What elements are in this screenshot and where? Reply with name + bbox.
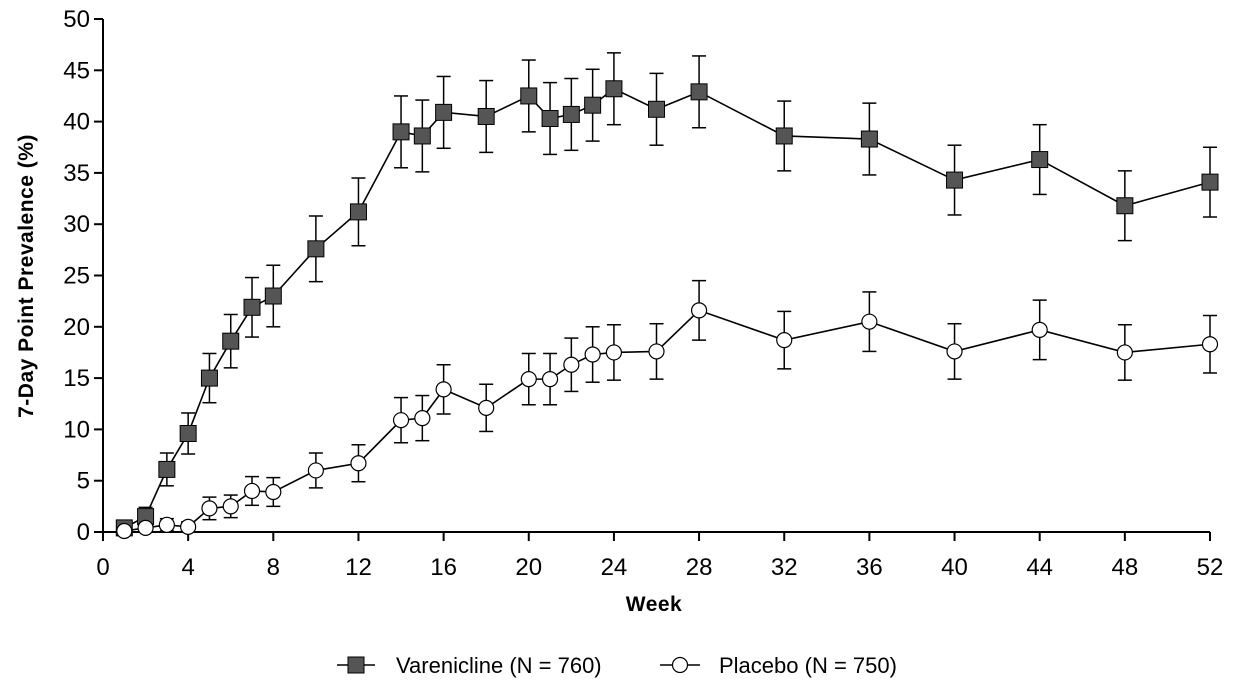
data-point-placebo	[584, 346, 601, 363]
data-point-placebo	[690, 302, 708, 319]
data-point-placebo	[520, 371, 537, 388]
data-point-varenicline	[200, 369, 218, 387]
data-point-varenicline	[158, 460, 176, 478]
y-tick-label: 35	[63, 160, 90, 187]
data-point-placebo	[243, 482, 261, 500]
data-point-varenicline	[520, 87, 538, 105]
data-point-placebo	[563, 356, 580, 373]
data-point-placebo	[946, 343, 963, 360]
data-point-placebo	[1031, 321, 1048, 338]
data-point-placebo	[605, 344, 623, 361]
data-point-placebo	[265, 483, 282, 501]
y-tick-label: 15	[63, 365, 90, 392]
data-point-varenicline	[541, 110, 559, 128]
legend-placebo-marker	[671, 656, 689, 674]
data-point-placebo	[776, 332, 793, 349]
y-tick-label: 25	[63, 263, 90, 290]
y-tick-label: 0	[77, 519, 90, 546]
data-point-varenicline	[860, 130, 878, 148]
y-ticks: 0 5 10 15 20 25 30 35 40 45 50	[63, 6, 103, 546]
data-point-placebo	[180, 518, 197, 535]
data-point-placebo	[1116, 344, 1133, 361]
y-tick-label: 45	[63, 57, 90, 84]
y-tick-label: 30	[63, 211, 90, 238]
legend-item-varenicline: Varenicline (N = 760)	[337, 653, 602, 678]
x-tick-label: 12	[345, 554, 372, 581]
data-point-varenicline	[946, 171, 964, 189]
data-point-varenicline	[264, 287, 282, 305]
data-point-varenicline	[775, 127, 793, 145]
data-point-placebo	[648, 343, 665, 360]
data-point-varenicline	[435, 103, 453, 121]
data-point-placebo	[541, 371, 559, 388]
data-point-varenicline	[584, 96, 602, 114]
x-tick-label: 24	[601, 554, 628, 581]
x-tick-label: 28	[686, 554, 713, 581]
data-point-placebo	[861, 313, 878, 330]
data-point-placebo	[435, 381, 452, 398]
data-point-varenicline	[222, 332, 240, 350]
x-axis-title: Week	[626, 593, 682, 616]
y-axis-title: 7-Day Point Prevalence (%)	[15, 134, 38, 418]
data-point-varenicline	[1201, 173, 1219, 191]
data-point-varenicline	[477, 107, 495, 125]
y-tick-label: 10	[63, 416, 90, 443]
data-point-varenicline	[413, 127, 431, 145]
series-placebo	[116, 279, 1219, 540]
data-point-placebo	[414, 410, 431, 427]
data-point-varenicline	[349, 203, 367, 221]
data-point-varenicline	[1116, 197, 1134, 215]
data-point-varenicline	[243, 298, 261, 316]
data-point-placebo	[392, 412, 410, 429]
data-point-placebo	[478, 399, 495, 416]
data-point-placebo	[222, 498, 239, 515]
x-tick-label: 4	[181, 554, 194, 581]
x-tick-label: 8	[267, 554, 280, 581]
y-tick-label: 20	[63, 314, 90, 341]
series-varenicline	[115, 52, 1219, 537]
series-line-placebo	[124, 309, 1211, 532]
x-tick-label: 36	[856, 554, 883, 581]
series-layer	[115, 52, 1219, 540]
legend-varenicline-label: Varenicline (N = 760)	[396, 653, 602, 678]
data-point-varenicline	[605, 80, 623, 98]
legend-item-placebo: Placebo (N = 750)	[660, 653, 897, 678]
data-point-varenicline	[690, 83, 708, 101]
x-tick-label: 44	[1026, 554, 1053, 581]
data-point-varenicline	[307, 240, 325, 258]
y-tick-label: 50	[63, 6, 90, 33]
legend-varenicline-marker	[347, 656, 365, 674]
x-tick-label: 20	[515, 554, 542, 581]
y-tick-label: 40	[63, 109, 90, 136]
data-point-placebo	[307, 462, 324, 479]
x-tick-label: 32	[771, 554, 798, 581]
x-tick-label: 40	[941, 554, 968, 581]
data-point-placebo	[350, 455, 367, 472]
x-tick-label: 0	[96, 554, 109, 581]
data-point-varenicline	[1031, 151, 1049, 169]
data-point-placebo	[116, 522, 133, 540]
x-tick-label: 52	[1197, 554, 1224, 581]
x-ticks: 0 4 8 12 16 20 24 28 32 36 40 44 48 52	[96, 532, 1223, 581]
y-tick-label: 5	[77, 468, 90, 495]
legend-placebo-label: Placebo (N = 750)	[719, 653, 897, 678]
data-point-varenicline	[562, 105, 580, 123]
data-point-placebo	[137, 519, 154, 536]
data-point-placebo	[1201, 336, 1219, 353]
x-tick-label: 48	[1111, 554, 1138, 581]
x-tick-label: 16	[430, 554, 457, 581]
data-point-varenicline	[392, 123, 410, 141]
data-point-varenicline	[179, 425, 197, 443]
data-point-varenicline	[648, 100, 665, 118]
data-point-placebo	[158, 516, 175, 533]
legend: Varenicline (N = 760) Placebo (N = 750)	[337, 653, 897, 678]
data-point-placebo	[201, 500, 218, 517]
